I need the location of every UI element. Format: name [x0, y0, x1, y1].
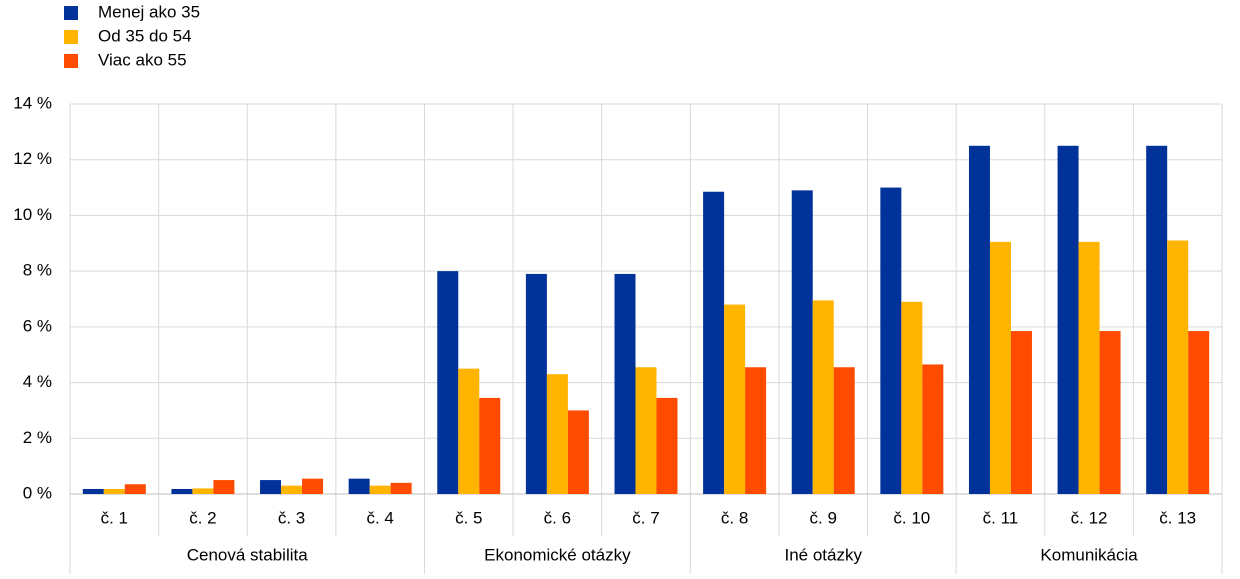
x-tick-label: č. 2 [189, 508, 216, 527]
bar [546, 374, 568, 494]
y-tick-label: 6 % [23, 316, 52, 335]
y-tick-label: 8 % [23, 261, 52, 280]
bar [1078, 241, 1100, 494]
x-tick-label: č. 11 [983, 508, 1019, 527]
y-tick-label: 12 % [13, 149, 52, 168]
bar [437, 271, 459, 494]
x-tick-label: č. 8 [721, 508, 748, 527]
x-tick-label: č. 4 [366, 508, 393, 527]
bar [968, 145, 990, 495]
group-label: Komunikácia [1040, 545, 1138, 564]
legend-label: Od 35 do 54 [98, 26, 192, 45]
bar [479, 397, 501, 494]
bar [1167, 240, 1189, 494]
x-tick-label: č. 1 [101, 508, 128, 527]
x-tick-label: č. 13 [1159, 508, 1196, 527]
y-tick-label: 2 % [23, 428, 52, 447]
bar [281, 485, 303, 494]
bar [1099, 331, 1121, 494]
y-tick-label: 10 % [13, 205, 52, 224]
bar [213, 480, 235, 494]
x-tick-label: č. 5 [455, 508, 482, 527]
bar [901, 301, 923, 494]
y-tick-label: 4 % [23, 372, 52, 391]
bar [567, 410, 589, 494]
bar [82, 488, 104, 494]
bar [192, 488, 214, 494]
bar [745, 367, 767, 494]
x-tick-label: č. 12 [1071, 508, 1108, 527]
x-tick-label: č. 6 [544, 508, 571, 527]
bar [525, 273, 547, 494]
x-tick-label: č. 9 [810, 508, 837, 527]
bar [791, 190, 813, 494]
bar [614, 273, 636, 494]
group-label: Ekonomické otázky [484, 545, 631, 564]
legend-swatch [64, 6, 78, 20]
legend-label: Menej ako 35 [98, 2, 200, 21]
x-tick-label: č. 3 [278, 508, 305, 527]
legend-swatch [64, 54, 78, 68]
bar [171, 488, 193, 494]
bar [703, 191, 725, 494]
bar [656, 397, 678, 494]
bar [635, 367, 657, 494]
bar [302, 478, 324, 494]
bar [103, 488, 125, 494]
group-label: Iné otázky [784, 545, 862, 564]
bar [124, 484, 146, 494]
legend-label: Viac ako 55 [98, 50, 187, 69]
bar [348, 478, 370, 494]
bar [369, 485, 391, 494]
bar [833, 367, 855, 494]
x-tick-label: č. 10 [893, 508, 930, 527]
bar [724, 304, 746, 494]
bar [812, 300, 834, 494]
bar [390, 482, 412, 494]
group-label: Cenová stabilita [187, 545, 309, 564]
y-tick-label: 14 % [13, 93, 52, 112]
x-tick-label: č. 7 [632, 508, 659, 527]
bar [922, 364, 944, 494]
bar [458, 368, 480, 494]
bar [260, 480, 282, 494]
legend-swatch [64, 30, 78, 44]
bar [880, 187, 902, 495]
bar [1146, 145, 1168, 495]
bar [1188, 331, 1210, 494]
bar [989, 241, 1011, 494]
bar [1057, 145, 1079, 495]
bar [1010, 331, 1032, 494]
y-tick-label: 0 % [23, 483, 52, 502]
